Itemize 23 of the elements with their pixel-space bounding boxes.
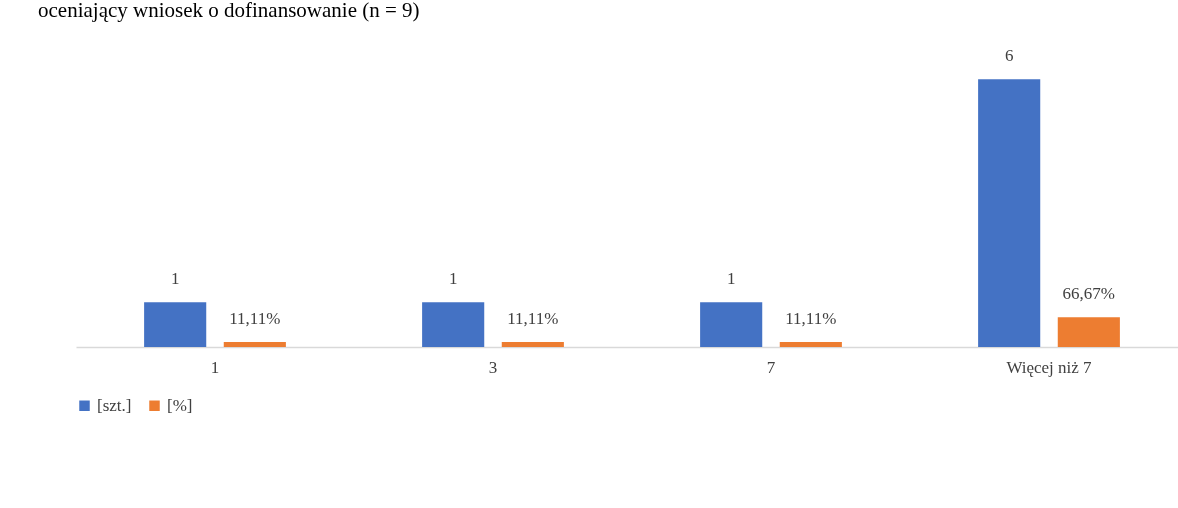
bar [1057,317,1120,347]
data-label: 11,11% [229,309,281,329]
x-tick-label: 1 [210,357,220,377]
bar [501,342,564,347]
chart-title: oceniający wniosek o dofinansowanie (n = 9) [38,0,420,22]
data-label: 1 [726,269,736,289]
bar [700,302,763,347]
bar [779,342,842,347]
legend-label: [szt.] [97,395,132,415]
x-tick-label: 3 [488,357,498,377]
legend-label: [%] [167,395,193,415]
bar [978,79,1041,347]
bar [422,302,485,347]
bar [223,342,286,347]
x-tick-label: 7 [766,357,776,377]
data-label: 1 [170,269,180,289]
data-label: 11,11% [785,309,837,329]
bar [144,302,207,347]
data-label: 11,11% [507,309,559,329]
data-label: 1 [448,269,458,289]
data-label: 66,67% [1062,284,1116,304]
data-label: 6 [1004,46,1014,66]
x-tick-label: Więcej niż 7 [1006,357,1093,377]
